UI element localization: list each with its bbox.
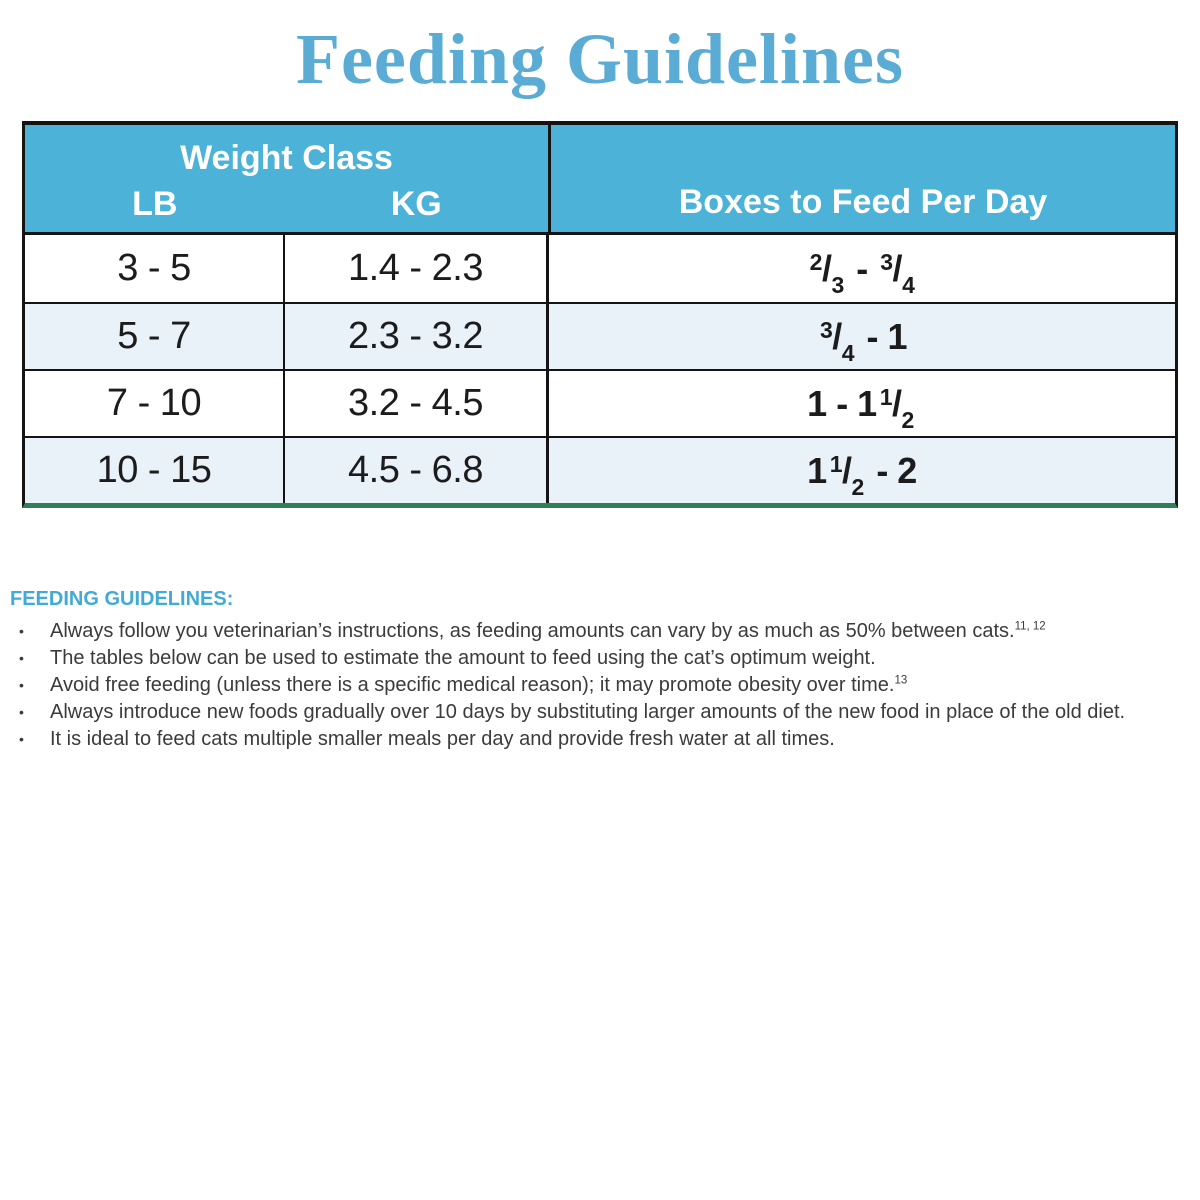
fraction-numerator: 1 bbox=[879, 383, 893, 410]
guideline-text: Always follow you veterinarian’s instruc… bbox=[50, 620, 1046, 643]
fraction-denominator: 2 bbox=[901, 406, 915, 433]
guideline-item: • Always introduce new foods gradually ov… bbox=[10, 699, 1184, 726]
kg-range-cell: 3.2 - 4.5 bbox=[285, 371, 549, 437]
table-row: 7 - 10 3.2 - 4.5 1 - 1 1/2 bbox=[25, 369, 1175, 437]
feeding-table: Weight Class LB KG Boxes to Feed Per Day… bbox=[22, 121, 1178, 509]
fraction-numerator: 1 bbox=[829, 450, 843, 477]
kg-range-cell: 2.3 - 3.2 bbox=[285, 304, 549, 370]
guideline-text: Avoid free feeding (unless there is a sp… bbox=[50, 674, 908, 697]
boxes-per-day-cell: 2/3 - 3/4 bbox=[549, 235, 1175, 302]
fraction-numerator: 3 bbox=[819, 316, 833, 343]
bullet-icon: • bbox=[19, 650, 24, 667]
table-row: 10 - 15 4.5 - 6.8 1 1/2 - 2 bbox=[25, 436, 1175, 504]
boxes-per-day-cell: 1 1/2 - 2 bbox=[549, 438, 1175, 503]
lb-column-header: LB bbox=[132, 185, 178, 224]
fraction-slash: / bbox=[892, 247, 903, 289]
boxes-text: - 2 bbox=[866, 449, 917, 491]
units-row: LB KG bbox=[25, 185, 548, 224]
boxes-column-header: Boxes to Feed Per Day bbox=[678, 183, 1048, 222]
bullet-icon: • bbox=[19, 623, 24, 640]
kg-column-header: KG bbox=[390, 185, 442, 224]
boxes-text: 1 bbox=[807, 449, 827, 491]
fraction: 1/2 bbox=[829, 449, 865, 500]
guideline-item: • The tables below can be used to estimat… bbox=[10, 645, 1184, 672]
kg-range-cell: 4.5 - 6.8 bbox=[285, 438, 549, 504]
boxes-text: 1 - 1 bbox=[807, 382, 877, 424]
bullet-icon: • bbox=[19, 731, 24, 748]
guideline-item: • It is ideal to feed cats multiple small… bbox=[10, 726, 1184, 753]
fraction-denominator: 3 bbox=[831, 271, 844, 298]
fraction-denominator: 4 bbox=[902, 271, 915, 298]
fraction-denominator: 4 bbox=[841, 339, 855, 366]
fraction: 1/2 bbox=[879, 382, 915, 433]
table-row: 5 - 7 2.3 - 3.2 3/4 - 1 bbox=[25, 302, 1175, 370]
weight-class-header-cell: Weight Class LB KG bbox=[25, 125, 551, 233]
reference-superscript: 13 bbox=[894, 674, 908, 687]
guideline-text: It is ideal to feed cats multiple smalle… bbox=[50, 728, 835, 751]
weight-class-label: Weight Class bbox=[180, 139, 393, 178]
guideline-item: • Always follow you veterinarian’s instru… bbox=[10, 618, 1184, 645]
bullet-icon: • bbox=[19, 704, 24, 721]
kg-range-cell: 1.4 - 2.3 bbox=[285, 235, 549, 303]
bullet-icon: • bbox=[19, 677, 24, 694]
guideline-item: • Avoid free feeding (unless there is a s… bbox=[10, 672, 1184, 699]
guidelines-heading: FEEDING GUIDELINES: bbox=[10, 588, 234, 611]
boxes-per-day-cell: 3/4 - 1 bbox=[549, 304, 1175, 369]
guidelines-section: FEEDING GUIDELINES: • Always follow you v… bbox=[10, 588, 1184, 753]
boxes-text: - 1 bbox=[857, 315, 908, 357]
fraction-denominator: 2 bbox=[851, 473, 865, 500]
fraction: 3/4 bbox=[819, 315, 855, 366]
fraction-slash: / bbox=[892, 382, 902, 424]
fraction: 2/3 bbox=[809, 247, 845, 298]
fraction-slash: / bbox=[832, 315, 842, 357]
guideline-text: Always introduce new foods gradually ove… bbox=[50, 701, 1126, 724]
boxes-per-day-cell: 1 - 1 1/2 bbox=[549, 371, 1175, 436]
lb-range-cell: 7 - 10 bbox=[25, 371, 285, 437]
fraction-numerator: 3 bbox=[880, 248, 893, 275]
lb-range-cell: 10 - 15 bbox=[25, 438, 285, 504]
table-row: 3 - 5 1.4 - 2.3 2/3 - 3/4 bbox=[25, 235, 1175, 303]
page-title: Feeding Guidelines bbox=[295, 19, 905, 99]
table-body: 3 - 5 1.4 - 2.3 2/3 - 3/4 5 - 7 2.3 - 3.2 3/4… bbox=[25, 235, 1175, 504]
fraction: 3/4 bbox=[880, 247, 915, 298]
table-header: Weight Class LB KG Boxes to Feed Per Day bbox=[25, 125, 1175, 236]
fraction-slash: / bbox=[842, 449, 852, 491]
guideline-text: The tables below can be used to estimate… bbox=[50, 647, 876, 670]
fraction-slash: / bbox=[821, 247, 832, 289]
guidelines-list: • Always follow you veterinarian’s instru… bbox=[10, 618, 1184, 753]
reference-superscript: 11, 12 bbox=[1014, 620, 1046, 633]
lb-range-cell: 3 - 5 bbox=[25, 235, 285, 303]
lb-range-cell: 5 - 7 bbox=[25, 304, 285, 370]
fraction-numerator: 2 bbox=[809, 248, 823, 275]
boxes-text: - bbox=[846, 247, 878, 289]
